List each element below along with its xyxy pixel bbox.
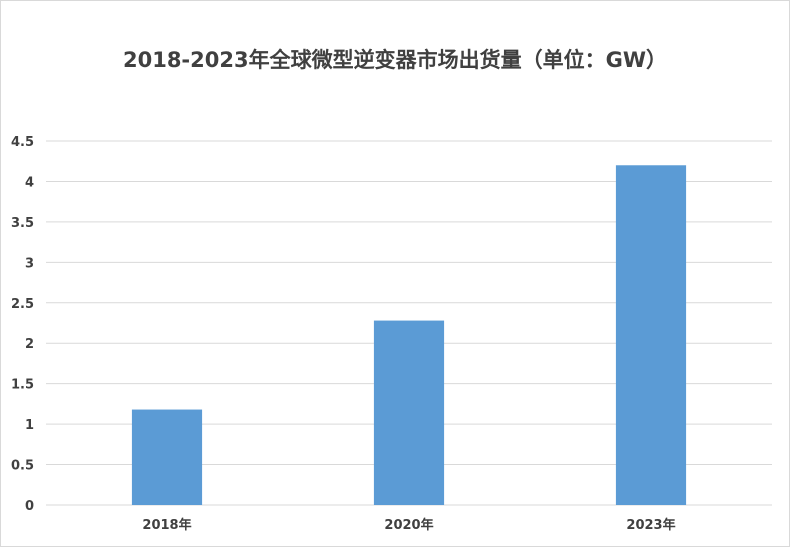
- y-tick-label: 1.5: [11, 378, 34, 393]
- y-tick-label: 2: [25, 337, 34, 352]
- x-tick-label: 2020年: [384, 517, 433, 533]
- x-tick-label: 2023年: [626, 517, 675, 533]
- y-tick-label: 4: [25, 175, 34, 190]
- x-axis-ticks: 2018年 2020年 2023年: [142, 517, 675, 533]
- y-tick-label: 2.5: [11, 297, 34, 312]
- y-tick-label: 0: [25, 499, 34, 514]
- x-tick-label: 2018年: [142, 517, 191, 533]
- y-tick-label: 4.5: [11, 135, 34, 150]
- bar-1: [131, 409, 203, 505]
- y-tick-label: 3.5: [11, 216, 34, 231]
- bar-2: [373, 320, 445, 505]
- y-axis-ticks: 0 0.5 1 1.5 2 2.5 3 3.5 4 4.5: [11, 135, 34, 514]
- y-tick-label: 1: [25, 418, 34, 433]
- bars: [131, 165, 687, 505]
- y-tick-label: 3: [25, 256, 34, 271]
- y-tick-label: 0.5: [11, 459, 34, 474]
- bar-3: [615, 165, 687, 505]
- chart-title: 2018-2023年全球微型逆变器市场出货量（单位：GW）: [122, 48, 667, 72]
